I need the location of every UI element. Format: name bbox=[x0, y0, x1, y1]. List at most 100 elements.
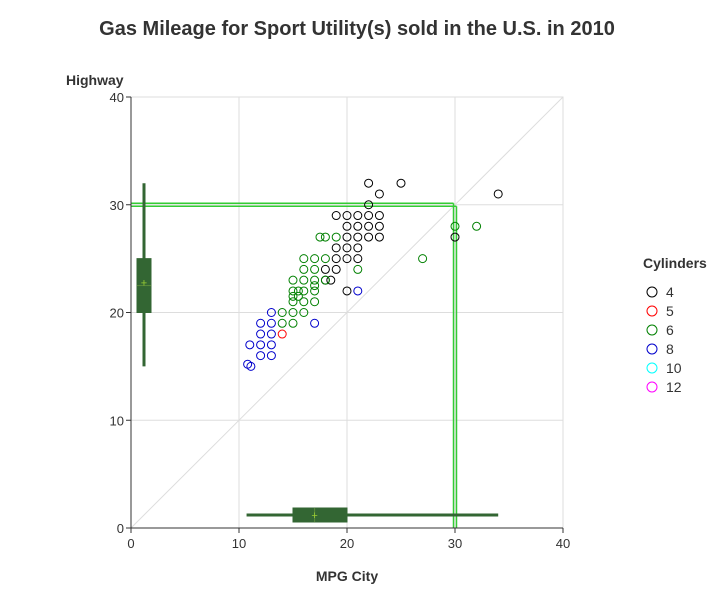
data-point-cyl-4 bbox=[374, 232, 384, 242]
data-point-cyl-4 bbox=[364, 211, 374, 221]
data-point-cyl-4 bbox=[493, 189, 503, 199]
data-point-cyl-4 bbox=[353, 221, 363, 231]
data-point-cyl-6 bbox=[299, 254, 309, 264]
data-point-cyl-4 bbox=[364, 232, 374, 242]
data-point-cyl-4 bbox=[374, 221, 384, 231]
x-tick-label: 10 bbox=[232, 536, 246, 551]
box-plots: ++ bbox=[136, 183, 499, 523]
data-point-cyl-8 bbox=[266, 308, 276, 317]
y-tick-label: 40 bbox=[110, 90, 124, 105]
legend-label-cyl-6: 6 bbox=[666, 322, 674, 338]
data-point-cyl-4 bbox=[331, 264, 341, 274]
x-tick-label: 20 bbox=[340, 536, 354, 551]
y-tick-label: 0 bbox=[117, 521, 124, 536]
data-point-cyl-6 bbox=[277, 318, 287, 328]
data-point-cyl-4 bbox=[353, 243, 363, 253]
data-point-cyl-4 bbox=[364, 200, 374, 210]
data-point-cyl-6 bbox=[293, 291, 303, 301]
data-point-cyl-4 bbox=[353, 254, 363, 264]
data-point-cyl-6 bbox=[288, 291, 298, 301]
data-point-cyl-6 bbox=[331, 232, 341, 242]
data-points bbox=[243, 178, 503, 371]
legend-label-cyl-12: 12 bbox=[666, 379, 682, 395]
data-point-cyl-8 bbox=[266, 340, 276, 350]
data-point-cyl-8 bbox=[256, 340, 266, 350]
data-point-cyl-6 bbox=[299, 286, 309, 296]
legend-marker-cyl-10 bbox=[646, 362, 658, 374]
data-point-cyl-8 bbox=[266, 318, 276, 328]
data-point-cyl-6 bbox=[310, 275, 320, 285]
data-point-cyl-4 bbox=[331, 243, 341, 253]
y-axis-label: Highway bbox=[66, 72, 124, 88]
data-point-cyl-8 bbox=[245, 340, 255, 350]
diagonal-line bbox=[130, 96, 564, 529]
data-point-cyl-8 bbox=[266, 351, 276, 361]
data-point-cyl-6 bbox=[288, 286, 298, 296]
data-point-cyl-6 bbox=[299, 308, 309, 317]
data-point-cyl-6 bbox=[299, 264, 309, 274]
data-point-cyl-8 bbox=[266, 329, 276, 339]
data-point-cyl-6 bbox=[450, 221, 460, 231]
data-point-cyl-6 bbox=[310, 264, 320, 274]
reference-lines bbox=[131, 202, 458, 528]
data-point-cyl-6 bbox=[472, 221, 482, 231]
data-point-cyl-6 bbox=[299, 275, 309, 285]
data-point-cyl-6 bbox=[310, 286, 320, 296]
data-point-cyl-4 bbox=[342, 286, 352, 296]
data-point-cyl-6 bbox=[320, 275, 330, 285]
data-point-cyl-8 bbox=[353, 286, 363, 296]
legend-marker-cyl-4 bbox=[646, 286, 658, 298]
chart-title: Gas Mileage for Sport Utility(s) sold in… bbox=[99, 18, 615, 40]
legend-marker-cyl-8 bbox=[646, 343, 658, 355]
legend-label-cyl-10: 10 bbox=[666, 360, 682, 376]
data-point-cyl-4 bbox=[353, 211, 363, 221]
data-point-cyl-6 bbox=[288, 318, 298, 328]
data-point-cyl-6 bbox=[310, 281, 320, 291]
data-point-cyl-4 bbox=[396, 178, 406, 188]
grid bbox=[130, 96, 564, 529]
data-point-cyl-4 bbox=[364, 221, 374, 231]
legend-label-cyl-5: 5 bbox=[666, 303, 674, 319]
data-point-cyl-4 bbox=[342, 243, 352, 253]
x-tick-label: 40 bbox=[556, 536, 570, 551]
data-point-cyl-6 bbox=[320, 254, 330, 264]
data-point-cyl-4 bbox=[364, 178, 374, 188]
legend-marker-cyl-5 bbox=[646, 305, 658, 317]
data-point-cyl-8 bbox=[256, 329, 266, 339]
data-point-cyl-5 bbox=[277, 329, 287, 339]
data-point-cyl-4 bbox=[331, 211, 341, 221]
x-box bbox=[292, 507, 348, 523]
data-point-cyl-4 bbox=[374, 189, 384, 199]
data-point-cyl-4 bbox=[342, 221, 352, 231]
data-point-cyl-4 bbox=[320, 264, 330, 274]
data-point-cyl-6 bbox=[315, 232, 325, 242]
data-point-cyl-6 bbox=[310, 297, 320, 307]
legend: Cylinders 4 5 6 8 10 12 bbox=[643, 255, 707, 395]
data-point-cyl-6 bbox=[418, 254, 428, 264]
data-point-cyl-6 bbox=[353, 264, 363, 274]
y-box-mean-marker: + bbox=[141, 277, 147, 289]
data-point-cyl-4 bbox=[374, 211, 384, 221]
data-point-cyl-8 bbox=[256, 318, 266, 328]
data-point-cyl-4 bbox=[342, 232, 352, 242]
data-point-cyl-6 bbox=[288, 297, 298, 307]
data-point-cyl-4 bbox=[353, 232, 363, 242]
data-point-cyl-4 bbox=[450, 232, 460, 242]
x-tick-label: 0 bbox=[127, 536, 134, 551]
axes: 0 10 20 30 40 0 10 20 30 40 bbox=[110, 90, 571, 551]
data-point-cyl-4 bbox=[331, 254, 341, 264]
data-point-cyl-8 bbox=[310, 318, 320, 328]
data-point-cyl-6 bbox=[310, 254, 320, 264]
data-point-cyl-4 bbox=[326, 275, 336, 285]
x-box-mean-marker: + bbox=[311, 510, 317, 522]
data-point-cyl-6 bbox=[293, 286, 303, 296]
y-tick-label: 30 bbox=[110, 198, 124, 213]
legend-label-cyl-4: 4 bbox=[666, 284, 674, 300]
data-point-cyl-8 bbox=[246, 361, 256, 371]
y-tick-label: 10 bbox=[110, 413, 124, 428]
x-tick-label: 30 bbox=[448, 536, 462, 551]
data-point-cyl-4 bbox=[342, 211, 352, 221]
data-point-cyl-4 bbox=[342, 254, 352, 264]
